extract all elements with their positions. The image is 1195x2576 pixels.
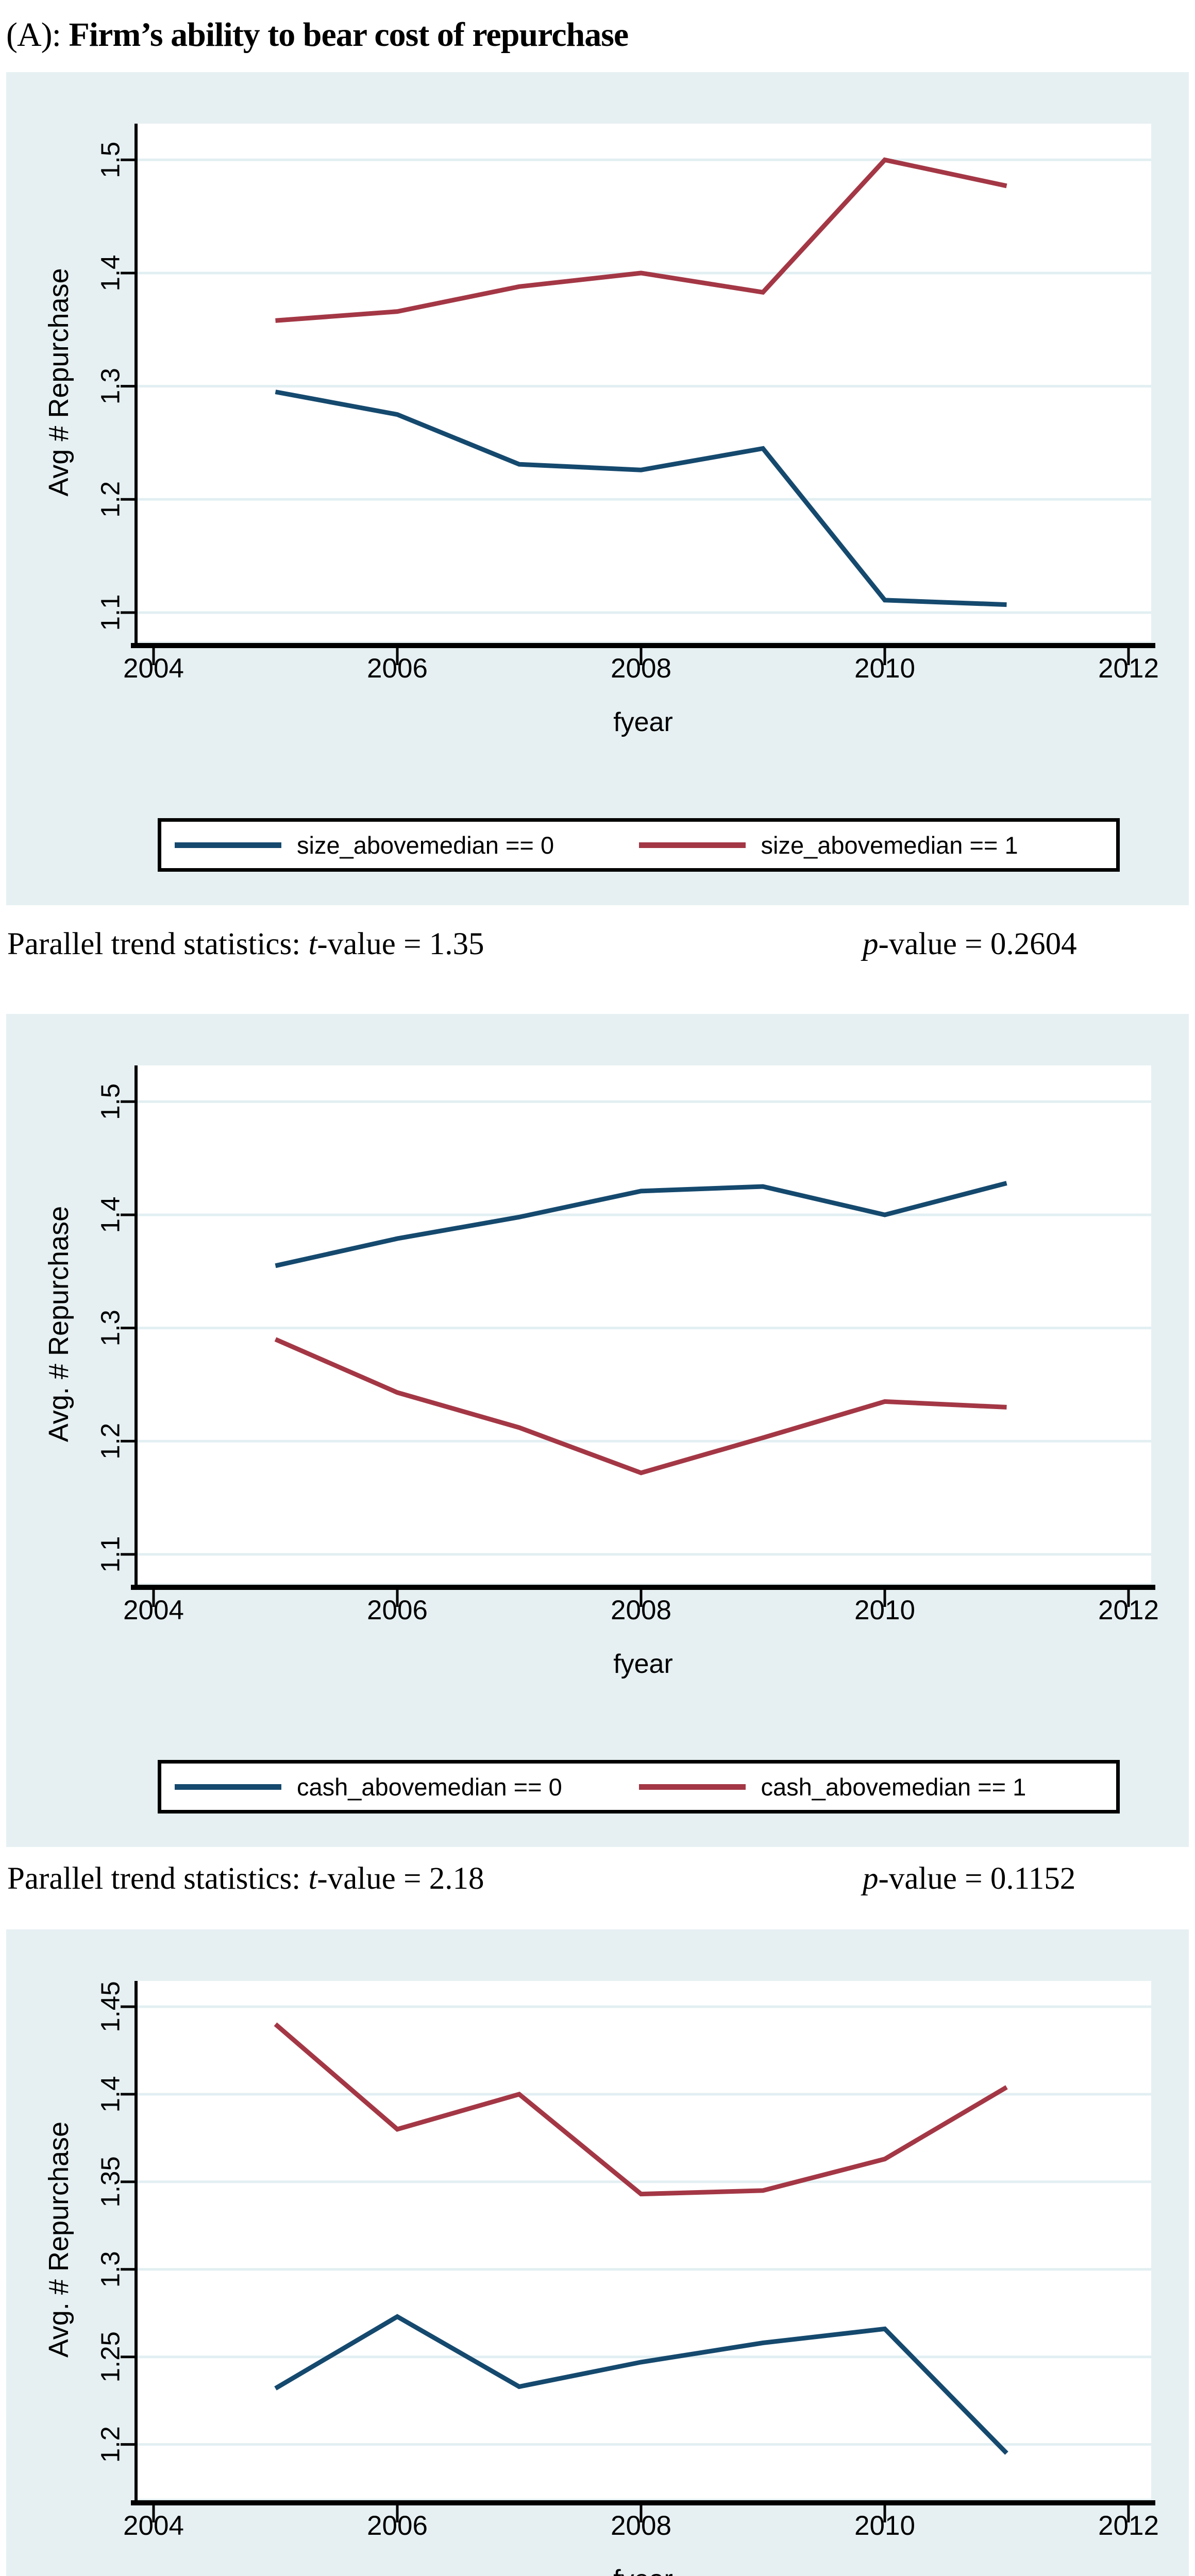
chart-panel-bm: 1.2 1.25 1.3 1.35 1.4 1.45 2004 2006 2008 2010 201…	[6, 1929, 1189, 2576]
legend-entry-series1: cash_abovemedian == 1	[638, 1773, 1103, 1801]
p-symbol: p	[863, 1861, 879, 1896]
legend-key-line-maroon	[638, 1784, 746, 1790]
x-tick-label: 2004	[123, 653, 184, 684]
legend-entry-series0: cash_abovemedian == 0	[175, 1773, 639, 1801]
legend-label: size_abovemedian == 0	[297, 831, 554, 859]
legend-entry-series0: size_abovemedian == 0	[175, 831, 639, 859]
legend-label: size_abovemedian == 1	[761, 831, 1018, 859]
x-tick-label: 2012	[1098, 653, 1159, 684]
p-value-text: p-value = 0.1152	[863, 1861, 1075, 1897]
y-tick-label: 1.3	[96, 1310, 125, 1346]
y-tick-label: 1.1	[96, 1536, 125, 1573]
y-tick-label: 1.3	[96, 2251, 125, 2287]
x-tick-label: 2008	[611, 653, 671, 684]
stats-lead: Parallel trend statistics:	[7, 1861, 309, 1896]
series-line-navy	[275, 1181, 1007, 1268]
legend-entry-series1: size_abovemedian == 1	[638, 831, 1103, 859]
line-chart-svg-bm: 1.2 1.25 1.3 1.35 1.4 1.45 2004 2006 2008 2010 201…	[96, 1981, 1159, 2541]
chart-panel-size: 1.1 1.2 1.3 1.4 1.5 2004 2006 2008 2010 2012 Avg …	[6, 72, 1189, 905]
stats-lead: Parallel trend statistics:	[7, 927, 309, 961]
legend-label: cash_abovemedian == 1	[761, 1773, 1026, 1801]
x-tick-label: 2006	[367, 653, 428, 684]
legend-key-line-navy	[175, 1784, 281, 1790]
legend-key-line-maroon	[638, 842, 746, 848]
series-line-navy	[274, 2314, 1008, 2455]
x-axis-label: fyear	[613, 707, 673, 737]
y-tick-label: 1.4	[96, 255, 125, 292]
t-value-text: Parallel trend statistics: t-value = 1.3…	[7, 926, 484, 962]
series-line-maroon	[274, 2022, 1008, 2197]
x-tick-label: 2010	[854, 653, 915, 684]
plot-area	[136, 1981, 1151, 2499]
legend-label: cash_abovemedian == 0	[297, 1773, 562, 1801]
x-tick-label: 2012	[1098, 2511, 1159, 2541]
x-tick-label: 2010	[854, 2511, 915, 2541]
y-tick-label: 1.4	[96, 2076, 125, 2112]
x-tick-label: 2004	[123, 1595, 184, 1625]
x-axis-label: fyear	[613, 1649, 673, 1679]
y-tick-label: 1.2	[96, 2426, 125, 2463]
y-tick-label: 1.25	[96, 2331, 125, 2382]
plot-area	[136, 124, 1151, 641]
x-tick-label: 2006	[367, 2511, 428, 2541]
p-value: -value = 0.1152	[878, 1861, 1076, 1896]
legend: size_abovemedian == 0 size_abovemedian =…	[158, 818, 1120, 872]
x-tick-label: 2010	[854, 1595, 915, 1625]
series-line-navy	[275, 389, 1007, 607]
t-value-text: Parallel trend statistics: t-value = 2.1…	[7, 1861, 484, 1897]
plot-area	[136, 1065, 1151, 1583]
y-tick-label: 1.5	[96, 142, 125, 178]
p-symbol: p	[863, 927, 879, 961]
y-tick-label: 1.2	[96, 1423, 125, 1460]
t-value: -value = 2.18	[317, 1861, 484, 1896]
x-tick-label: 2008	[611, 1595, 671, 1625]
line-chart-svg-size: 1.1 1.2 1.3 1.4 1.5 2004 2006 2008 2010 2012	[96, 124, 1159, 684]
x-tick-label: 2012	[1098, 1595, 1159, 1625]
p-value: -value = 0.2604	[878, 927, 1077, 961]
y-axis-label: Avg. # Repurchase	[43, 1206, 74, 1443]
legend-key-line-navy	[175, 842, 281, 848]
y-tick-label: 1.1	[96, 595, 125, 631]
panel-letter: (A):	[6, 16, 69, 54]
y-axis-label: Avg # Repurchase	[43, 268, 74, 497]
t-symbol: t	[308, 927, 317, 961]
legend: cash_abovemedian == 0 cash_abovemedian =…	[158, 1760, 1120, 1814]
line-chart-svg-cash: 1.1 1.2 1.3 1.4 1.5 2004 2006 2008 2010 2012	[96, 1065, 1159, 1625]
p-value-text: p-value = 0.2604	[863, 926, 1077, 962]
y-axis-label: Avg. # Repurchase	[43, 2121, 74, 2358]
parallel-trend-stats-size: Parallel trend statistics: t-value = 1.3…	[7, 926, 1192, 974]
t-value: -value = 1.35	[317, 927, 484, 961]
y-tick-label: 1.45	[96, 1981, 125, 2032]
x-axis-label: fyear	[135, 2564, 1151, 2576]
page-title: (A): Firm’s ability to bear cost of repu…	[6, 15, 1186, 55]
x-tick-label: 2006	[367, 1595, 428, 1625]
chart-panel-cash: 1.1 1.2 1.3 1.4 1.5 2004 2006 2008 2010 2012 Avg.…	[6, 1014, 1189, 1847]
t-symbol: t	[308, 1861, 317, 1896]
parallel-trend-stats-cash: Parallel trend statistics: t-value = 2.1…	[7, 1861, 1192, 1908]
y-tick-label: 1.35	[96, 2156, 125, 2207]
series-line-maroon	[275, 157, 1007, 323]
series-line-maroon	[274, 1337, 1007, 1476]
panel-title-text: Firm’s ability to bear cost of repurchas…	[69, 16, 629, 54]
x-tick-label: 2008	[611, 2511, 671, 2541]
x-tick-label: 2004	[123, 2511, 184, 2541]
y-tick-label: 1.3	[96, 368, 125, 404]
y-tick-label: 1.5	[96, 1083, 125, 1120]
y-tick-label: 1.4	[96, 1197, 125, 1233]
y-tick-label: 1.2	[96, 481, 125, 518]
